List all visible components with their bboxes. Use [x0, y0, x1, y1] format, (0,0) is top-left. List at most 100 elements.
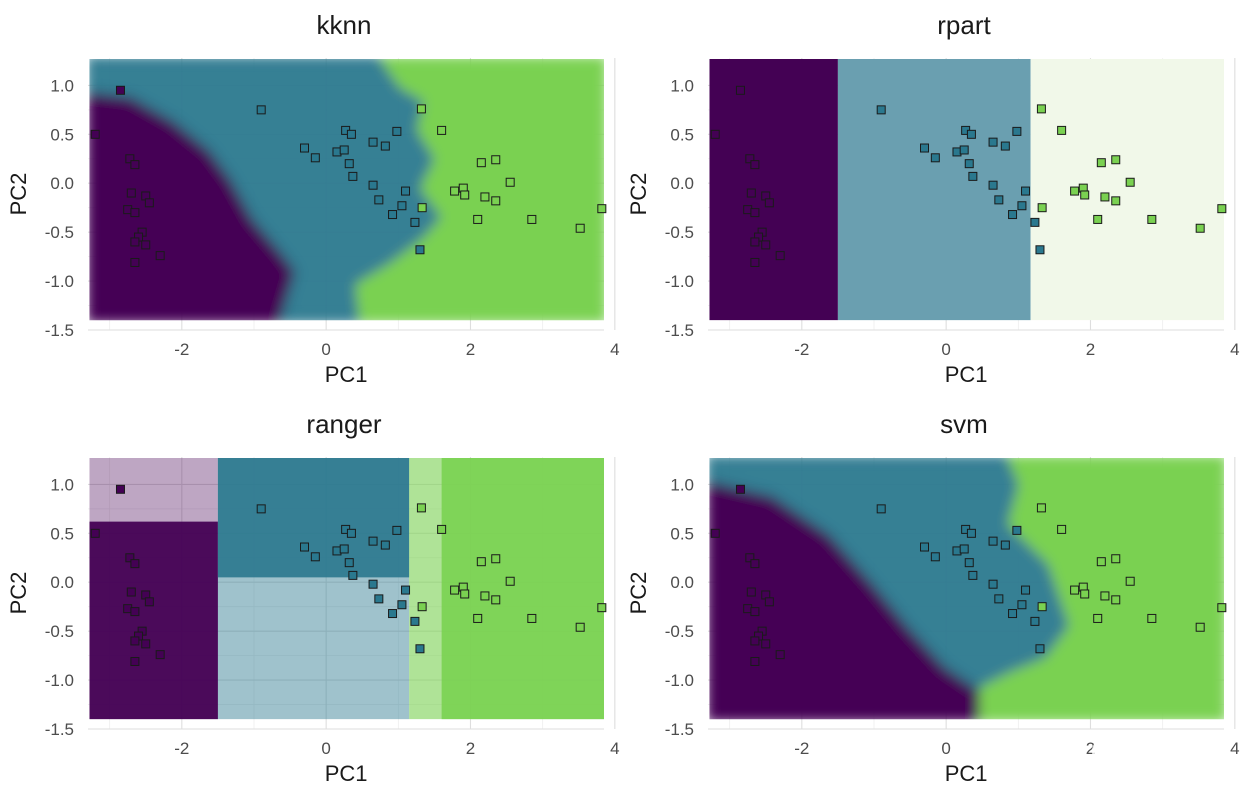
- data-point-class-1: [130, 607, 140, 617]
- y-tick-label: 0.0: [50, 573, 74, 592]
- data-point-class-2: [348, 171, 358, 181]
- data-point-class-1: [130, 559, 140, 569]
- data-point-class-2: [966, 129, 976, 139]
- data-point-class-2: [388, 210, 398, 220]
- y-tick-label: -1.0: [45, 671, 74, 690]
- data-point-class-2: [392, 525, 402, 535]
- y-tick-label: -0.5: [665, 622, 694, 641]
- decision-regions: [709, 58, 1224, 321]
- data-point-class-1: [155, 650, 165, 660]
- data-point-class-1: [745, 553, 755, 563]
- data-point-class-2: [876, 105, 886, 115]
- data-point-class-1: [130, 257, 140, 267]
- data-point-class-3: [417, 602, 427, 612]
- y-tick-label: 1.0: [50, 475, 74, 494]
- data-point-class-2: [1000, 141, 1010, 151]
- data-point-class-3: [416, 503, 426, 513]
- data-point-class-1: [750, 160, 760, 170]
- data-point-class-1: [710, 528, 720, 538]
- panel-title: kknn: [317, 10, 372, 40]
- panel-title: ranger: [306, 409, 381, 439]
- x-tick-label: -2: [174, 739, 189, 758]
- data-point-class-2: [1030, 616, 1040, 626]
- data-point-class-1: [746, 587, 756, 597]
- data-point-class-2: [1021, 585, 1031, 595]
- data-point-class-2: [300, 542, 310, 552]
- data-point-class-3: [1111, 554, 1121, 564]
- x-tick-label: 0: [941, 340, 950, 359]
- y-tick-label: -1.5: [665, 720, 694, 739]
- y-tick-label: -1.5: [45, 720, 74, 739]
- data-point-class-2: [1030, 217, 1040, 227]
- data-point-class-3: [527, 214, 537, 224]
- data-point-class-2: [401, 186, 411, 196]
- data-point-class-2: [310, 552, 320, 562]
- data-point-class-1: [125, 553, 135, 563]
- data-point-class-2: [388, 609, 398, 619]
- data-point-class-1: [750, 237, 760, 247]
- data-point-class-3: [491, 554, 501, 564]
- y-tick-label: -1.5: [665, 321, 694, 340]
- data-point-class-3: [1070, 585, 1080, 595]
- data-point-class-3: [1147, 613, 1157, 623]
- data-point-class-3: [1036, 503, 1046, 513]
- data-point-class-3: [1111, 196, 1121, 206]
- data-point-class-2: [988, 536, 998, 546]
- data-point-class-3: [1037, 203, 1047, 213]
- data-point-class-3: [1070, 186, 1080, 196]
- data-point-class-3: [597, 603, 607, 613]
- y-tick-label: -1.0: [665, 671, 694, 690]
- data-point-class-3: [505, 576, 515, 586]
- region-class-3: [441, 457, 604, 720]
- data-point-class-3: [473, 613, 483, 623]
- data-point-class-1: [115, 484, 125, 494]
- x-tick-label: 4: [1230, 739, 1239, 758]
- data-point-class-2: [397, 201, 407, 211]
- data-point-class-1: [750, 559, 760, 569]
- data-point-class-2: [994, 594, 1004, 604]
- decision-regions: [709, 457, 1224, 720]
- x-axis-title: PC1: [325, 362, 368, 387]
- data-point-class-1: [141, 639, 151, 649]
- data-point-class-2: [1012, 126, 1022, 136]
- y-tick-label: -0.5: [45, 622, 74, 641]
- data-point-class-3: [1093, 214, 1103, 224]
- data-point-class-1: [750, 208, 760, 218]
- x-tick-label: 2: [466, 340, 475, 359]
- y-tick-label: 0.5: [670, 524, 694, 543]
- y-axis-title: PC2: [6, 572, 31, 615]
- x-axis-title: PC1: [945, 761, 988, 786]
- data-point-class-2: [1035, 644, 1045, 654]
- data-point-class-1: [126, 188, 136, 198]
- data-point-class-2: [876, 504, 886, 514]
- data-point-class-3: [450, 585, 460, 595]
- data-point-class-1: [745, 154, 755, 164]
- data-point-class-1: [761, 240, 771, 250]
- data-point-class-2: [1035, 245, 1045, 255]
- data-point-class-2: [415, 245, 425, 255]
- data-point-class-3: [1125, 177, 1135, 187]
- data-point-class-3: [450, 186, 460, 196]
- data-point-class-2: [300, 143, 310, 153]
- data-point-class-3: [1111, 595, 1121, 605]
- data-point-class-2: [968, 570, 978, 580]
- x-tick-label: -2: [794, 739, 809, 758]
- data-point-class-3: [575, 622, 585, 632]
- data-point-class-1: [764, 597, 774, 607]
- data-point-class-3: [473, 214, 483, 224]
- data-point-class-2: [374, 195, 384, 205]
- data-point-class-3: [1217, 204, 1227, 214]
- data-point-class-3: [460, 589, 470, 599]
- x-tick-label: 4: [610, 739, 619, 758]
- y-tick-label: 0.5: [50, 524, 74, 543]
- region-class-3: [355, 58, 604, 321]
- data-point-class-2: [380, 540, 390, 550]
- y-tick-label: 0.0: [670, 573, 694, 592]
- x-tick-label: 2: [1086, 340, 1095, 359]
- data-point-class-3: [575, 223, 585, 233]
- data-point-class-1: [750, 257, 760, 267]
- data-point-class-2: [1012, 525, 1022, 535]
- data-point-class-3: [1111, 155, 1121, 165]
- data-point-class-1: [155, 251, 165, 261]
- data-point-class-2: [988, 137, 998, 147]
